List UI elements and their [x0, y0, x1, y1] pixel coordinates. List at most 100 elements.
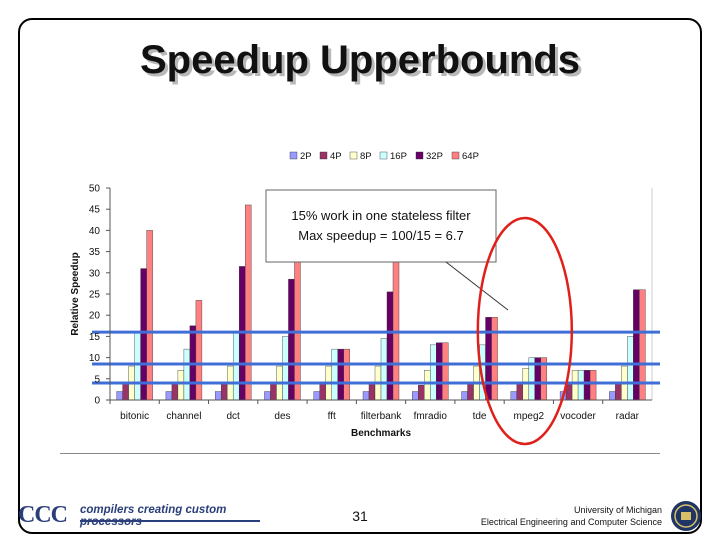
bar-64P-filterbank — [392, 238, 400, 401]
legend-label-2P: 2P — [300, 151, 312, 162]
legend-label-32P: 32P — [426, 151, 443, 162]
bar-4P-radar — [615, 382, 622, 401]
bar-16P-filterbank — [380, 338, 388, 401]
callout-line2: Max speedup = 100/15 = 6.7 — [298, 228, 464, 243]
x-axis-label: Benchmarks — [351, 428, 411, 439]
bar-64P-dct — [244, 204, 252, 401]
legend-label-4P: 4P — [330, 151, 342, 162]
bar-32P-tde — [485, 317, 492, 401]
bar-4P-des — [270, 382, 277, 401]
y-tick-label: 50 — [89, 184, 101, 195]
bar-16P-des — [282, 336, 289, 401]
chart-legend: 2P 4P 8P 16P 32P 64P — [289, 151, 479, 162]
bar-64P-bitonic — [146, 230, 153, 401]
bar-32P-vocoder — [583, 370, 591, 401]
bar-2P-des — [264, 391, 271, 401]
bar-64P-fft — [343, 348, 350, 401]
bar-2P-channel — [165, 391, 173, 401]
legend-label-64P: 64P — [462, 151, 479, 162]
bar-64P-tde — [491, 317, 498, 401]
y-tick-label: 30 — [89, 268, 101, 279]
y-tick-label: 40 — [89, 226, 101, 237]
bar-64P-channel — [195, 300, 203, 401]
legend-label-8P: 8P — [360, 151, 372, 162]
y-tick-label: 5 — [94, 374, 100, 385]
bar-64P-fmradio — [442, 342, 449, 401]
x-tick-label: radar — [616, 411, 640, 422]
logo-text: compilers creating custom processors — [80, 504, 227, 528]
x-tick-label: mpeg2 — [514, 411, 545, 422]
chart-axes: 0 5 10 15 20 25 30 35 40 45 50 Relative Speedup Benc… — [70, 184, 652, 439]
legend-swatch-32P — [415, 151, 424, 160]
bar-16P-radar — [627, 336, 634, 401]
y-tick-label: 25 — [89, 290, 101, 301]
chart-annotations: 15% work in one stateless filter Max spee… — [265, 189, 574, 446]
x-tick-label: fft — [328, 411, 336, 422]
bar-32P-fft — [337, 348, 344, 401]
bar-4P-filterbank — [368, 382, 376, 401]
bar-4P-mpeg2 — [516, 382, 524, 401]
slide-frame — [18, 18, 702, 534]
legend-swatch-4P — [319, 151, 328, 160]
affiliation-department: Electrical Engineering and Computer Scie… — [480, 517, 662, 527]
bar-64P-des — [294, 238, 301, 401]
y-tick-label: 45 — [89, 205, 101, 216]
callout-box — [265, 189, 497, 263]
x-tick-label: filterbank — [361, 411, 403, 422]
bar-16P-dct — [232, 331, 240, 401]
bar-4P-tde — [467, 382, 474, 401]
bar-2P-tde — [461, 391, 468, 401]
bar-32P-fmradio — [436, 342, 443, 401]
legend-label-16P: 16P — [390, 151, 407, 162]
bar-32P-bitonic — [140, 268, 147, 401]
speedup-chart: 2P 4P 8P 16P 32P 64P 0 5 10 15 20 25 30 35 40 45 50 Rela… — [70, 151, 660, 446]
y-tick-label: 10 — [89, 353, 101, 364]
bar-4P-fft — [319, 382, 326, 401]
bar-2P-mpeg2 — [510, 391, 518, 401]
bar-2P-filterbank — [362, 391, 370, 401]
bar-4P-fmradio — [418, 384, 425, 401]
slide-title: Speedup Upperbounds — [140, 38, 580, 82]
mpeg2-highlight-circle — [476, 216, 574, 446]
bar-4P-dct — [220, 382, 228, 401]
bar-2P-fmradio — [412, 391, 419, 401]
x-tick-label: dct — [227, 411, 241, 422]
bar-2P-radar — [609, 391, 616, 401]
bar-2P-fft — [313, 391, 320, 401]
page-number: 31 — [352, 508, 368, 524]
callout-pointer — [445, 261, 509, 311]
legend-swatch-16P — [379, 151, 388, 160]
bar-2P-bitonic — [116, 391, 123, 401]
bar-16P-fft — [331, 348, 338, 401]
y-tick-label: 15 — [89, 332, 101, 343]
bar-16P-fmradio — [430, 344, 437, 401]
ccc-logo: CCC compilers creating custom processors — [18, 502, 260, 532]
bar-8P-channel — [177, 370, 185, 401]
bottom-rule — [60, 453, 660, 454]
bar-8P-fmradio — [424, 370, 431, 401]
legend-swatch-64P — [451, 151, 460, 160]
x-tick-label: channel — [166, 411, 201, 422]
logo-mark: CCC — [18, 502, 68, 528]
x-tick-label: des — [274, 411, 290, 422]
affiliation-university: University of Michigan — [573, 505, 662, 515]
x-tick-label: bitonic — [120, 411, 149, 422]
y-tick-label: 35 — [89, 247, 101, 258]
x-tick-label: fmradio — [414, 411, 448, 422]
y-tick-label: 0 — [94, 396, 100, 407]
bar-4P-bitonic — [122, 382, 129, 401]
highlight-lines — [92, 330, 660, 385]
logo-underline — [80, 520, 260, 522]
y-axis-label: Relative Speedup — [70, 252, 81, 335]
bar-64P-vocoder — [589, 370, 597, 401]
university-seal-icon — [671, 501, 701, 531]
callout-line1: 15% work in one stateless filter — [291, 208, 471, 223]
bar-4P-channel — [171, 382, 179, 401]
bar-16P-bitonic — [134, 331, 141, 401]
bar-16P-vocoder — [577, 370, 585, 401]
y-tick-label: 20 — [89, 311, 101, 322]
x-tick-label: vocoder — [560, 411, 596, 422]
legend-swatch-2P — [289, 151, 298, 160]
bar-2P-dct — [214, 391, 222, 401]
affiliation: University of Michigan Electrical Engine… — [462, 504, 662, 528]
